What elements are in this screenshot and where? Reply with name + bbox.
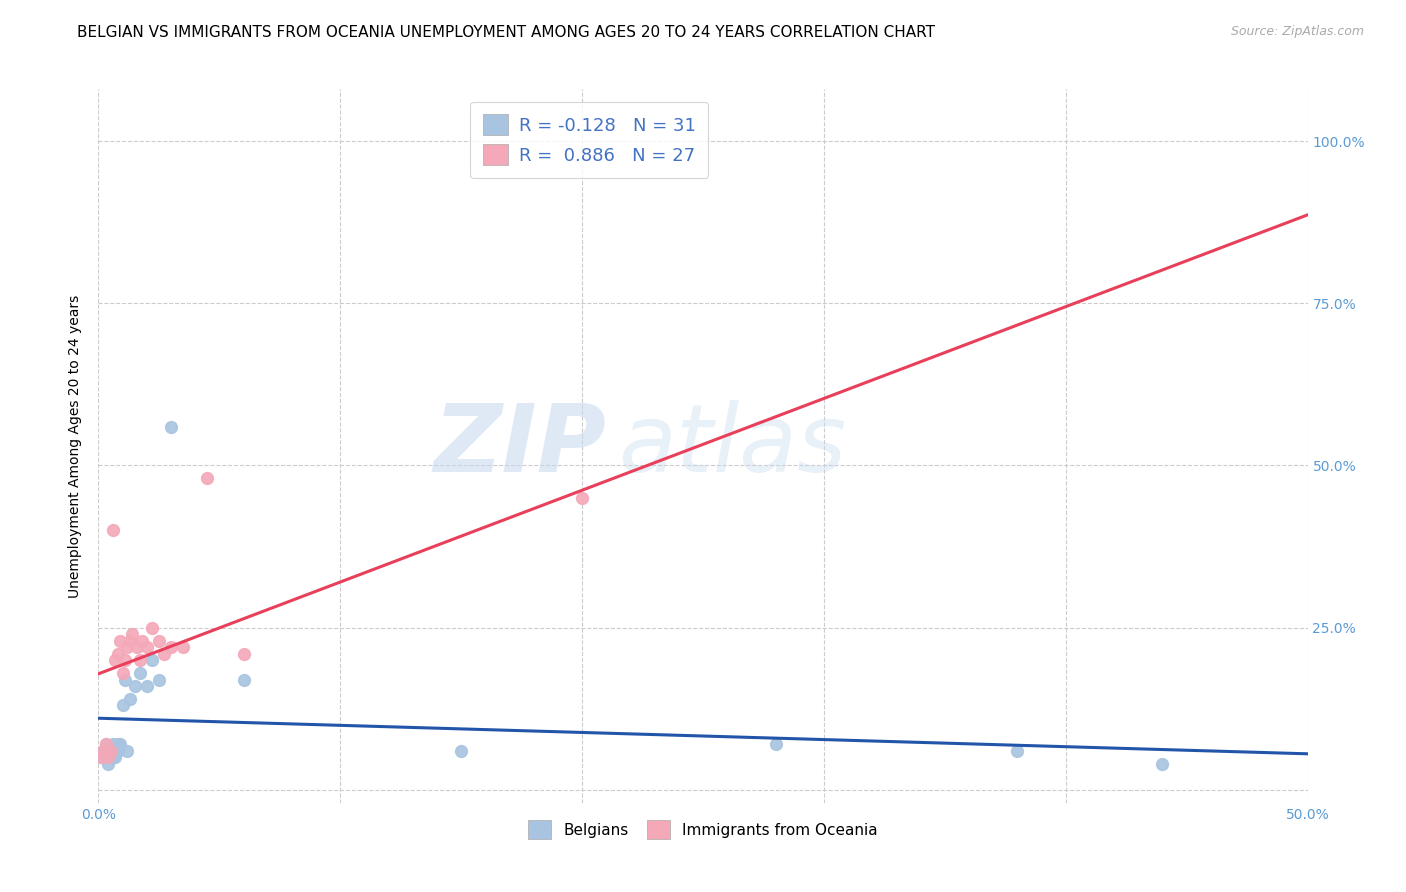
- Text: ZIP: ZIP: [433, 400, 606, 492]
- Point: [148, 673, 170, 687]
- Text: Source: ZipAtlas.com: Source: ZipAtlas.com: [1230, 25, 1364, 38]
- Point: [141, 621, 163, 635]
- Point: [111, 698, 134, 713]
- Point: [91, 744, 114, 758]
- Point: [97, 750, 120, 764]
- Point: [141, 653, 163, 667]
- Point: [135, 640, 157, 654]
- Point: [1152, 756, 1174, 771]
- Point: [232, 647, 254, 661]
- Point: [121, 627, 143, 641]
- Point: [94, 750, 117, 764]
- Point: [172, 640, 194, 654]
- Text: atlas: atlas: [619, 401, 846, 491]
- Point: [104, 653, 127, 667]
- Point: [90, 750, 112, 764]
- Point: [94, 738, 117, 752]
- Point: [571, 491, 593, 505]
- Point: [108, 633, 131, 648]
- Point: [118, 692, 141, 706]
- Point: [107, 738, 129, 752]
- Point: [160, 640, 183, 654]
- Point: [114, 653, 136, 667]
- Point: [128, 653, 150, 667]
- Point: [765, 738, 787, 752]
- Point: [450, 744, 472, 758]
- Point: [100, 744, 122, 758]
- Point: [90, 750, 112, 764]
- Point: [114, 673, 136, 687]
- Point: [117, 640, 139, 654]
- Point: [124, 679, 146, 693]
- Text: BELGIAN VS IMMIGRANTS FROM OCEANIA UNEMPLOYMENT AMONG AGES 20 TO 24 YEARS CORREL: BELGIAN VS IMMIGRANTS FROM OCEANIA UNEMP…: [77, 25, 935, 40]
- Point: [91, 750, 114, 764]
- Point: [104, 750, 127, 764]
- Point: [94, 738, 117, 752]
- Point: [232, 673, 254, 687]
- Point: [152, 647, 174, 661]
- Point: [131, 633, 153, 648]
- Point: [118, 633, 141, 648]
- Point: [117, 744, 139, 758]
- Point: [101, 524, 124, 538]
- Point: [97, 756, 120, 771]
- Point: [91, 744, 114, 758]
- Point: [107, 744, 129, 758]
- Point: [135, 679, 157, 693]
- Point: [128, 666, 150, 681]
- Y-axis label: Unemployment Among Ages 20 to 24 years: Unemployment Among Ages 20 to 24 years: [69, 294, 83, 598]
- Point: [127, 640, 149, 654]
- Point: [104, 744, 127, 758]
- Point: [108, 738, 131, 752]
- Point: [1007, 744, 1029, 758]
- Point: [195, 471, 218, 485]
- Point: [97, 744, 120, 758]
- Point: [111, 666, 134, 681]
- Point: [100, 750, 122, 764]
- Point: [101, 738, 124, 752]
- Point: [100, 744, 122, 758]
- Point: [160, 419, 183, 434]
- Point: [107, 647, 129, 661]
- Legend: Belgians, Immigrants from Oceania: Belgians, Immigrants from Oceania: [522, 814, 884, 845]
- Point: [101, 750, 124, 764]
- Point: [148, 633, 170, 648]
